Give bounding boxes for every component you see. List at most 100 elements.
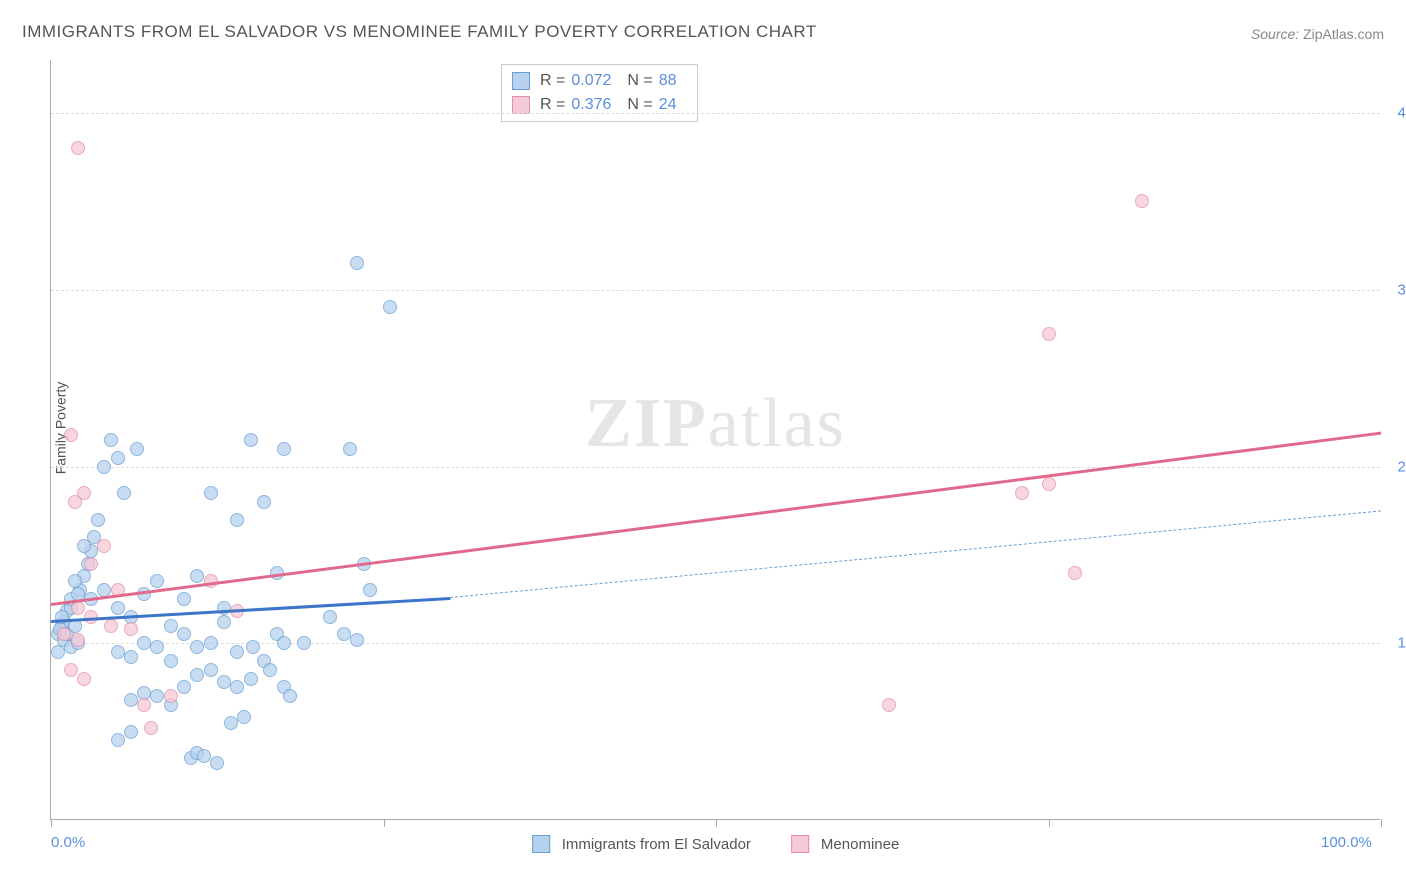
- y-tick-label: 30.0%: [1397, 281, 1406, 298]
- scatter-point-series-1: [350, 633, 364, 647]
- scatter-point-series-2: [137, 698, 151, 712]
- scatter-point-series-1: [164, 654, 178, 668]
- scatter-point-series-1: [277, 442, 291, 456]
- scatter-point-series-1: [337, 627, 351, 641]
- watermark-rest: atlas: [708, 385, 846, 462]
- scatter-point-series-2: [1042, 477, 1056, 491]
- scatter-point-series-2: [71, 601, 85, 615]
- scatter-point-series-1: [197, 749, 211, 763]
- scatter-point-series-1: [111, 645, 125, 659]
- scatter-point-series-2: [1135, 194, 1149, 208]
- scatter-point-series-2: [71, 633, 85, 647]
- scatter-point-series-1: [150, 689, 164, 703]
- legend-row-series-1: R = 0.072 N = 88: [512, 69, 687, 93]
- x-tick: [1049, 819, 1050, 827]
- scatter-point-series-2: [882, 698, 896, 712]
- r-value-1: 0.072: [571, 69, 611, 93]
- scatter-point-series-1: [124, 650, 138, 664]
- scatter-point-series-2: [71, 141, 85, 155]
- scatter-point-series-1: [237, 710, 251, 724]
- scatter-point-series-2: [77, 672, 91, 686]
- scatter-point-series-1: [111, 601, 125, 615]
- scatter-point-series-1: [246, 640, 260, 654]
- swatch-series-1: [512, 72, 530, 90]
- scatter-point-series-1: [257, 495, 271, 509]
- scatter-point-series-1: [77, 539, 91, 553]
- scatter-point-series-1: [177, 680, 191, 694]
- chart-title: IMMIGRANTS FROM EL SALVADOR VS MENOMINEE…: [22, 22, 817, 42]
- legend-label-1: Immigrants from El Salvador: [562, 836, 751, 853]
- scatter-point-series-1: [137, 636, 151, 650]
- scatter-point-series-2: [124, 622, 138, 636]
- scatter-point-series-1: [204, 636, 218, 650]
- scatter-point-series-1: [323, 610, 337, 624]
- scatter-point-series-1: [130, 442, 144, 456]
- n-label: N =: [627, 69, 652, 93]
- scatter-point-series-1: [277, 636, 291, 650]
- x-tick: [716, 819, 717, 827]
- watermark-bold: ZIP: [585, 385, 708, 462]
- scatter-point-series-1: [224, 716, 238, 730]
- x-tick-label: 0.0%: [51, 834, 85, 851]
- scatter-point-series-1: [383, 300, 397, 314]
- scatter-point-series-1: [190, 668, 204, 682]
- r-label: R =: [540, 69, 565, 93]
- scatter-point-series-2: [1015, 486, 1029, 500]
- watermark: ZIPatlas: [585, 384, 846, 464]
- scatter-point-series-1: [177, 627, 191, 641]
- scatter-point-series-2: [1068, 566, 1082, 580]
- scatter-point-series-2: [57, 627, 71, 641]
- scatter-point-series-1: [150, 574, 164, 588]
- plot-area: ZIPatlas R = 0.072 N = 88 R = 0.376 N = …: [50, 60, 1380, 820]
- legend-item-series-2: Menominee: [791, 835, 899, 853]
- source-label: Source:: [1251, 26, 1299, 42]
- scatter-point-series-2: [64, 428, 78, 442]
- scatter-point-series-1: [190, 569, 204, 583]
- scatter-point-series-1: [150, 640, 164, 654]
- scatter-point-series-1: [230, 680, 244, 694]
- swatch-series-2: [791, 835, 809, 853]
- y-tick-label: 40.0%: [1397, 105, 1406, 122]
- scatter-point-series-2: [97, 539, 111, 553]
- scatter-point-series-1: [97, 460, 111, 474]
- scatter-point-series-1: [350, 256, 364, 270]
- scatter-point-series-1: [51, 645, 65, 659]
- scatter-point-series-1: [210, 756, 224, 770]
- source-value: ZipAtlas.com: [1303, 26, 1384, 42]
- scatter-point-series-1: [164, 619, 178, 633]
- correlation-chart: IMMIGRANTS FROM EL SALVADOR VS MENOMINEE…: [0, 0, 1406, 892]
- scatter-point-series-1: [124, 725, 138, 739]
- scatter-point-series-1: [190, 640, 204, 654]
- scatter-point-series-1: [124, 693, 138, 707]
- scatter-point-series-1: [117, 486, 131, 500]
- scatter-point-series-1: [217, 675, 231, 689]
- scatter-point-series-1: [204, 663, 218, 677]
- swatch-series-1: [532, 835, 550, 853]
- scatter-point-series-1: [297, 636, 311, 650]
- y-tick-label: 10.0%: [1397, 635, 1406, 652]
- legend-label-2: Menominee: [821, 836, 899, 853]
- scatter-point-series-1: [204, 486, 218, 500]
- scatter-point-series-2: [144, 721, 158, 735]
- scatter-point-series-1: [244, 433, 258, 447]
- legend-series: Immigrants from El Salvador Menominee: [532, 835, 900, 853]
- swatch-series-2: [512, 96, 530, 114]
- scatter-point-series-1: [363, 583, 377, 597]
- gridline-h: [51, 290, 1380, 291]
- scatter-point-series-1: [230, 645, 244, 659]
- scatter-point-series-2: [84, 557, 98, 571]
- scatter-point-series-2: [104, 619, 118, 633]
- scatter-point-series-1: [104, 433, 118, 447]
- trend-line: [51, 431, 1381, 605]
- scatter-point-series-2: [64, 663, 78, 677]
- scatter-point-series-1: [343, 442, 357, 456]
- scatter-point-series-1: [111, 451, 125, 465]
- n-value-1: 88: [659, 69, 677, 93]
- scatter-point-series-1: [263, 663, 277, 677]
- scatter-point-series-2: [77, 486, 91, 500]
- gridline-h: [51, 467, 1380, 468]
- scatter-point-series-1: [244, 672, 258, 686]
- gridline-h: [51, 113, 1380, 114]
- trend-line-extension: [450, 511, 1381, 599]
- scatter-point-series-2: [1042, 327, 1056, 341]
